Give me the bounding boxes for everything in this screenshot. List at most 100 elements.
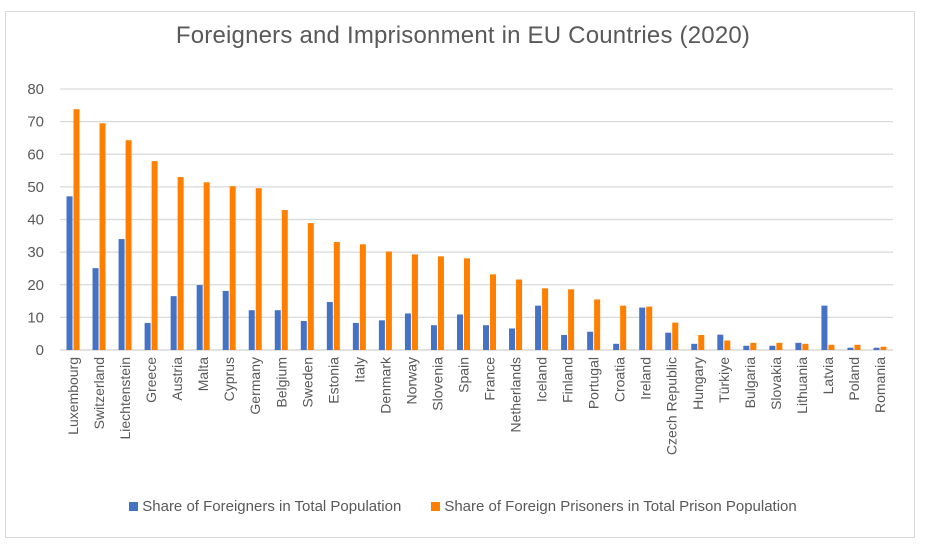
bar-prisoners-lithuania (802, 343, 809, 350)
y-tick-label: 0 (36, 342, 44, 359)
bar-foreigners-france (483, 325, 490, 350)
bar-prisoners-slovakia (776, 342, 783, 350)
bar-foreigners-portugal (587, 331, 594, 350)
bar-foreigners-poland (847, 347, 854, 350)
bar-foreigners-iceland (535, 305, 542, 350)
x-tick-label: Italy (351, 357, 367, 383)
bar-prisoners-romania (880, 346, 887, 350)
x-tick-label: Sweden (299, 357, 315, 408)
bar-foreigners-estonia (326, 302, 333, 350)
legend-item-foreigners: Share of Foreigners in Total Population (129, 498, 401, 515)
x-tick-label: Hungary (690, 357, 706, 410)
bar-prisoners-denmark (385, 251, 392, 350)
x-tick-label: Cyprus (221, 357, 237, 401)
bar-prisoners-latvia (828, 344, 835, 350)
bar-foreigners-luxembourg (66, 196, 73, 350)
x-tick-label: Austria (169, 357, 185, 401)
x-tick-label: Romania (872, 357, 888, 413)
x-tick-label: Poland (846, 357, 862, 401)
x-tick-label: Malta (195, 357, 211, 391)
bar-foreigners-türkiye (717, 334, 724, 350)
bar-foreigners-netherlands (509, 328, 516, 350)
bar-foreigners-ireland (639, 307, 646, 350)
bar-prisoners-poland (854, 344, 861, 350)
x-tick-label: Spain (455, 357, 471, 393)
bar-foreigners-bulgaria (743, 345, 750, 350)
bar-prisoners-belgium (281, 210, 288, 350)
x-tick-label: Greece (143, 357, 159, 403)
x-tick-label: Finland (560, 357, 576, 403)
x-tick-label: Belgium (273, 357, 289, 408)
bar-prisoners-sweden (307, 223, 314, 350)
y-tick-label: 60 (27, 146, 44, 163)
y-tick-label: 20 (27, 277, 44, 294)
y-tick-label: 30 (27, 244, 44, 261)
chart-title: Foreigners and Imprisonment in EU Countr… (175, 22, 751, 49)
bar-prisoners-switzerland (99, 123, 106, 350)
x-tick-label: Czech Republic (664, 357, 680, 455)
bar-foreigners-denmark (378, 320, 385, 350)
x-tick-label: Bulgaria (742, 357, 758, 409)
y-tick-label: 10 (27, 309, 44, 326)
bar-prisoners-estonia (333, 242, 340, 350)
bar-foreigners-liechtenstein (118, 239, 125, 350)
x-tick-label: Netherlands (508, 357, 524, 433)
x-axis-ticks: Luxembourg Switzerland Liechtenstein Greece… (65, 356, 888, 455)
bar-prisoners-greece (151, 161, 158, 350)
bar-foreigners-malta (196, 285, 203, 350)
bar-prisoners-luxembourg (73, 109, 80, 350)
bar-prisoners-ireland (646, 306, 653, 350)
bar-foreigners-hungary (691, 343, 698, 350)
legend-swatch-orange (431, 502, 441, 511)
x-tick-label: France (482, 357, 498, 401)
bar-foreigners-belgium (274, 310, 281, 350)
bar-prisoners-austria (177, 177, 184, 350)
bar-foreigners-italy (352, 322, 359, 350)
x-tick-label: Croatia (612, 357, 628, 402)
legend: Share of Foreigners in Total Population … (0, 498, 926, 515)
bar-foreigners-cyprus (222, 290, 229, 350)
bar-prisoners-croatia (620, 305, 627, 350)
legend-label: Share of Foreign Prisoners in Total Pris… (444, 498, 797, 515)
bar-prisoners-portugal (594, 299, 601, 350)
bar-foreigners-norway (404, 313, 411, 350)
bar-foreigners-spain (456, 314, 463, 350)
bar-foreigners-slovakia (769, 345, 776, 350)
y-tick-label: 50 (27, 179, 44, 196)
x-tick-label: Latvia (820, 357, 836, 395)
bar-prisoners-norway (411, 254, 418, 350)
bar-prisoners-türkiye (724, 340, 731, 350)
bar-foreigners-croatia (613, 343, 620, 350)
bar-prisoners-liechtenstein (125, 140, 132, 350)
bar-prisoners-germany (255, 188, 262, 350)
bar-prisoners-italy (359, 244, 366, 350)
x-tick-label: Lithuania (794, 357, 810, 414)
x-tick-label: Portugal (586, 357, 602, 409)
bar-foreigners-lithuania (795, 342, 802, 350)
bar-foreigners-switzerland (92, 268, 99, 350)
legend-item-foreign-prisoners: Share of Foreign Prisoners in Total Pris… (431, 498, 797, 515)
x-tick-label: Slovakia (768, 357, 784, 410)
bar-prisoners-france (490, 274, 497, 350)
bar-foreigners-finland (561, 334, 568, 350)
legend-swatch-blue (129, 502, 139, 511)
x-tick-label: Denmark (377, 356, 393, 414)
x-tick-label: Slovenia (429, 357, 445, 411)
bar-prisoners-iceland (542, 288, 549, 350)
x-tick-label: Türkiye (716, 357, 732, 403)
bar-foreigners-germany (248, 310, 255, 350)
bar-prisoners-netherlands (516, 279, 523, 350)
gridlines (60, 88, 893, 351)
legend-label: Share of Foreigners in Total Population (142, 498, 402, 515)
bar-foreigners-latvia (821, 305, 828, 350)
bars (66, 109, 887, 350)
bar-prisoners-czech-republic (672, 322, 679, 350)
bar-foreigners-slovenia (430, 325, 437, 350)
x-tick-label: Luxembourg (65, 357, 81, 435)
x-tick-label: Germany (247, 357, 263, 415)
bar-prisoners-malta (203, 182, 210, 350)
bar-foreigners-czech-republic (665, 332, 672, 350)
x-tick-label: Iceland (534, 357, 550, 402)
y-tick-label: 80 (27, 81, 44, 98)
